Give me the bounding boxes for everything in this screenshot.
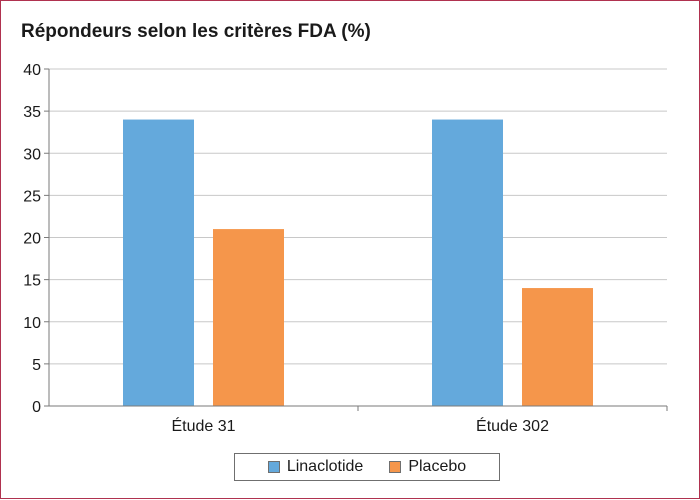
legend-item-linaclotide: Linaclotide: [267, 458, 364, 476]
y-tick-label: 0: [32, 399, 41, 416]
legend: Linaclotide Placebo: [234, 453, 500, 481]
chart-title: Répondeurs selon les critères FDA (%): [21, 21, 371, 42]
bar-placebo-1: [213, 229, 284, 406]
y-tick-label: 15: [23, 273, 41, 290]
legend-label-linaclotide: Linaclotide: [286, 458, 364, 475]
y-tick-label: 40: [23, 62, 41, 79]
y-tick-label: 30: [23, 146, 41, 163]
y-tick-label: 20: [23, 231, 41, 248]
y-tick-label: 5: [32, 357, 41, 374]
bar-linaclotide-1: [123, 119, 194, 407]
bar-placebo-2: [522, 288, 593, 406]
legend-item-placebo: Placebo: [389, 458, 466, 476]
y-tick-label: 10: [23, 315, 41, 332]
legend-swatch-linaclotide: [267, 461, 280, 473]
x-tick-label: Étude 31: [171, 416, 235, 435]
y-tick-label: 35: [23, 104, 41, 121]
x-tick-label: Étude 302: [476, 416, 549, 435]
legend-swatch-placebo: [389, 461, 402, 473]
y-tick-label: 25: [23, 188, 41, 205]
legend-label-placebo: Placebo: [408, 458, 467, 475]
bar-linaclotide-2: [432, 119, 503, 407]
